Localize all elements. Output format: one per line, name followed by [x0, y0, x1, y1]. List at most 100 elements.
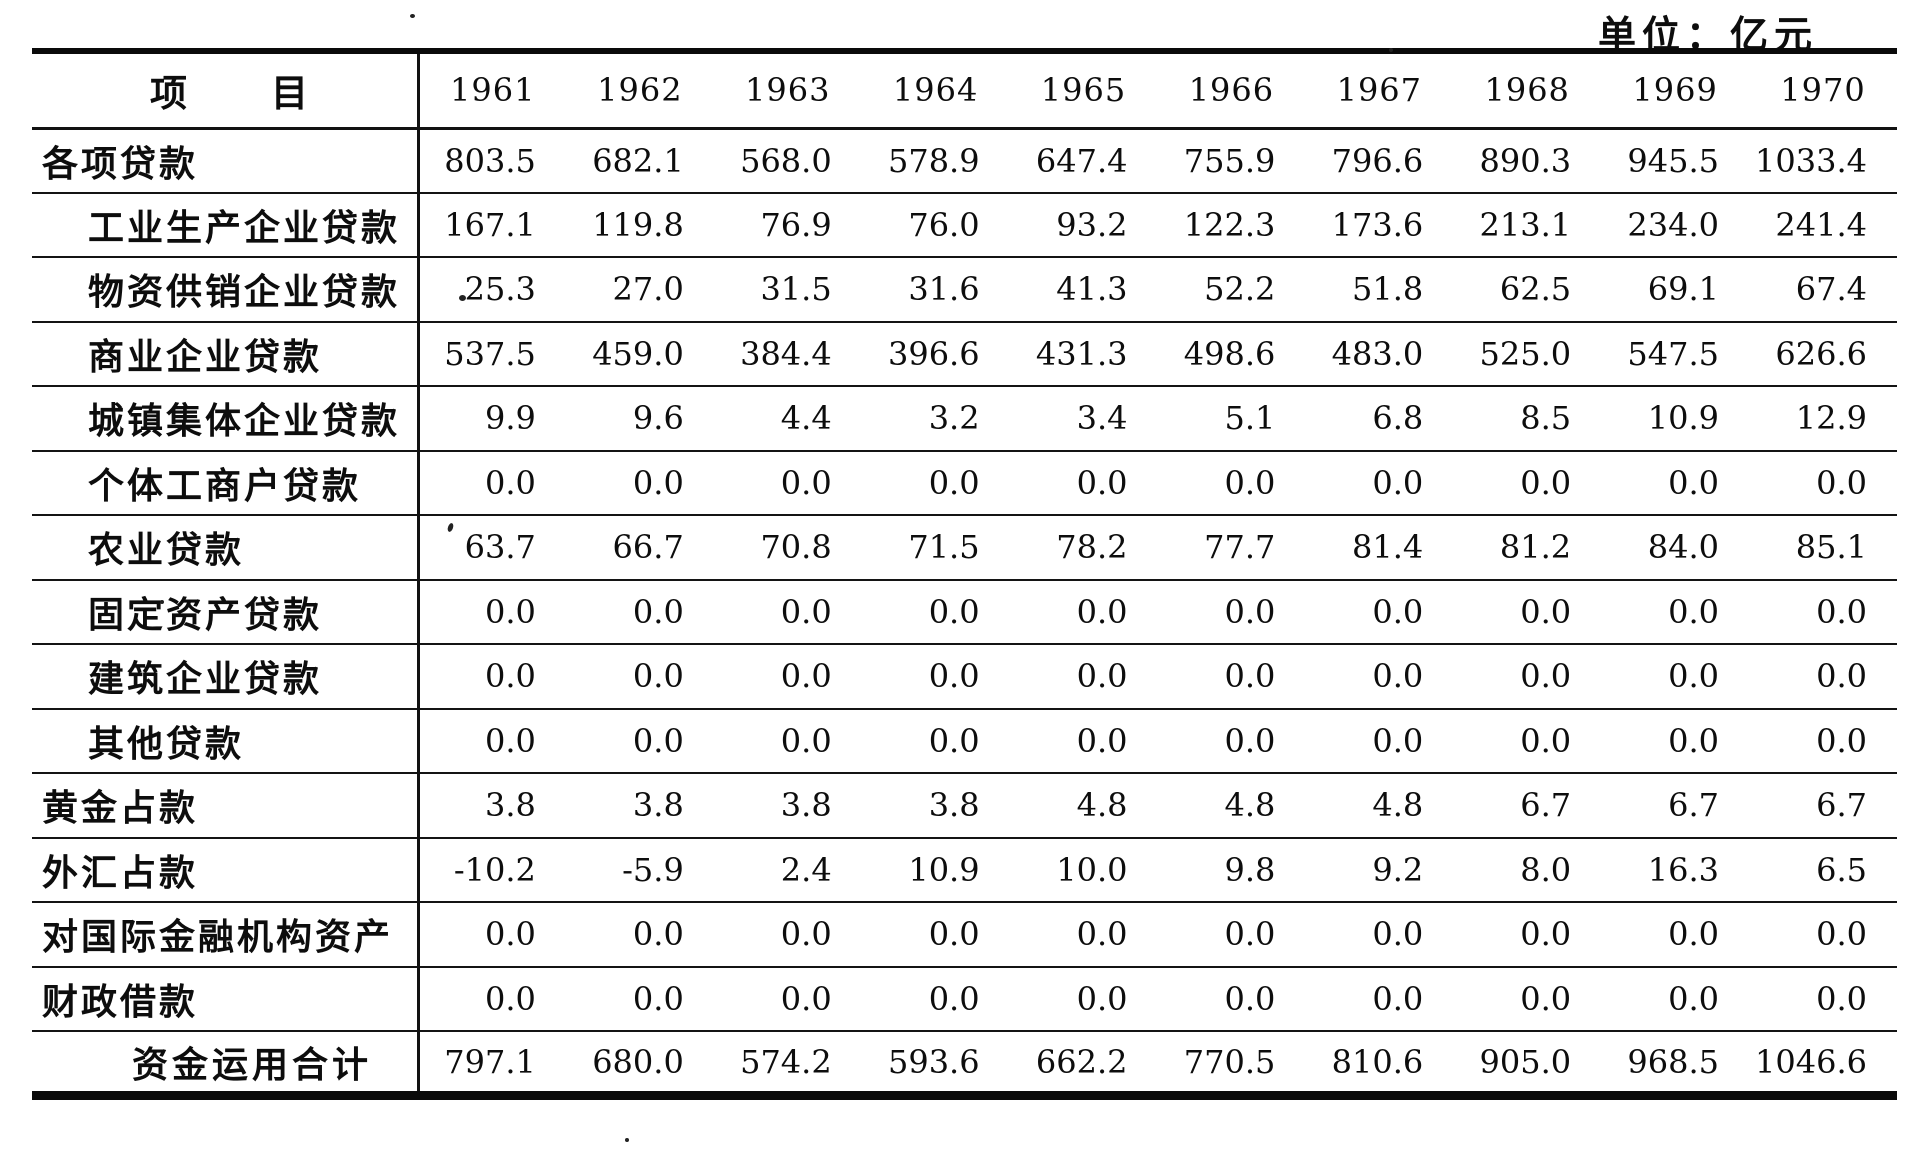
value-cell: 9.6 — [565, 386, 714, 452]
value-cell: 9.9 — [418, 386, 566, 452]
value-cell: 431.3 — [1009, 321, 1158, 387]
value-cell: 93.2 — [1009, 192, 1158, 258]
table-row: 固定资产贷款 0.0 0.0 0.0 0.0 0.0 0.0 0.0 0.0 0.0 0.0 — [32, 579, 1897, 645]
row-label: 商业企业贷款 — [32, 321, 420, 387]
table-row: 个体工商户贷款 0.0 0.0 0.0 0.0 0.0 0.0 0.0 0.0 0.0 0.0 — [32, 450, 1897, 516]
value-cell: 682.1 — [565, 128, 714, 194]
table-row: 农业贷款 63.7 66.7 70.8 71.5 78.2 77.7 81.4 81.2 84.… — [32, 515, 1897, 581]
value-cell: 70.8 — [713, 515, 862, 581]
table-row: 城镇集体企业贷款 9.9 9.6 4.4 3.2 3.4 5.1 6.8 8.5 10.9 12.… — [32, 386, 1897, 452]
value-cell: 498.6 — [1157, 321, 1306, 387]
value-cell: 78.2 — [1009, 515, 1158, 581]
row-label: 个体工商户贷款 — [32, 450, 420, 516]
row-label: 资金运用合计 — [32, 1031, 420, 1097]
value-cell: 1046.6 — [1749, 1031, 1897, 1097]
value-cell: 81.4 — [1305, 515, 1454, 581]
scan-speck — [160, 600, 164, 604]
value-cell: 0.0 — [1305, 579, 1454, 645]
value-cell: 234.0 — [1601, 192, 1750, 258]
value-cell: 0.0 — [1749, 450, 1897, 516]
value-cell: 0.0 — [1749, 708, 1897, 774]
value-cell: 4.4 — [713, 386, 862, 452]
value-cell: 0.0 — [861, 644, 1010, 710]
value-cell: 12.9 — [1749, 386, 1897, 452]
value-cell: 0.0 — [1157, 644, 1306, 710]
value-cell: 0.0 — [418, 579, 566, 645]
value-cell: 0.0 — [861, 579, 1010, 645]
value-cell: 10.0 — [1009, 837, 1158, 903]
table-row: 商业企业贷款 537.5 459.0 384.4 396.6 431.3 498.6 483… — [32, 321, 1897, 387]
value-cell: 31.6 — [861, 257, 1010, 323]
value-cell: 62.5 — [1453, 257, 1602, 323]
value-cell: 483.0 — [1305, 321, 1454, 387]
value-cell: 51.8 — [1305, 257, 1454, 323]
scan-speck — [459, 295, 466, 301]
value-cell: 81.2 — [1453, 515, 1602, 581]
value-cell: 0.0 — [1453, 644, 1602, 710]
value-cell: 4.8 — [1157, 773, 1306, 839]
value-cell: 0.0 — [418, 966, 566, 1032]
value-cell: 0.0 — [1453, 902, 1602, 968]
value-cell: 122.3 — [1157, 192, 1306, 258]
value-cell: 905.0 — [1453, 1031, 1602, 1097]
row-label: 农业贷款 — [32, 515, 420, 581]
row-label: 建筑企业贷款 — [32, 644, 420, 710]
value-cell: 0.0 — [1157, 450, 1306, 516]
value-cell: 6.7 — [1749, 773, 1897, 839]
value-cell: 574.2 — [713, 1031, 862, 1097]
table-row: 各项贷款 803.5 682.1 568.0 578.9 647.4 755.9 796.6… — [32, 128, 1897, 194]
value-cell: 3.8 — [861, 773, 1010, 839]
value-cell: 578.9 — [861, 128, 1010, 194]
value-cell: 890.3 — [1453, 128, 1602, 194]
value-cell: 459.0 — [565, 321, 714, 387]
year-header: 1966 — [1157, 51, 1306, 130]
value-cell: 4.8 — [1305, 773, 1454, 839]
value-cell: 0.0 — [713, 708, 862, 774]
value-cell: 0.0 — [1749, 902, 1897, 968]
value-cell: 6.8 — [1305, 386, 1454, 452]
value-cell: 8.5 — [1453, 386, 1602, 452]
table-row: 建筑企业贷款 0.0 0.0 0.0 0.0 0.0 0.0 0.0 0.0 0.0 0.0 — [32, 644, 1897, 710]
year-header: 1961 — [418, 51, 566, 130]
value-cell: 3.8 — [565, 773, 714, 839]
value-cell: 213.1 — [1453, 192, 1602, 258]
value-cell: 0.0 — [1157, 708, 1306, 774]
row-label: 城镇集体企业贷款 — [32, 386, 420, 452]
value-cell: 0.0 — [418, 902, 566, 968]
value-cell: 10.9 — [861, 837, 1010, 903]
value-cell: 41.3 — [1009, 257, 1158, 323]
value-cell: 0.0 — [1009, 579, 1158, 645]
row-label: 外汇占款 — [32, 837, 420, 903]
value-cell: 6.5 — [1749, 837, 1897, 903]
value-cell: 0.0 — [1305, 450, 1454, 516]
value-cell: 0.0 — [418, 708, 566, 774]
year-header: 1962 — [565, 51, 714, 130]
value-cell: 0.0 — [418, 644, 566, 710]
value-cell: 680.0 — [565, 1031, 714, 1097]
value-cell: -5.9 — [565, 837, 714, 903]
value-cell: 0.0 — [1305, 644, 1454, 710]
value-cell: 384.4 — [713, 321, 862, 387]
value-cell: 10.9 — [1601, 386, 1750, 452]
value-cell: 85.1 — [1749, 515, 1897, 581]
value-cell: 76.9 — [713, 192, 862, 258]
value-cell: 593.6 — [861, 1031, 1010, 1097]
value-cell: 0.0 — [1009, 902, 1158, 968]
value-cell: 0.0 — [861, 902, 1010, 968]
value-cell: 755.9 — [1157, 128, 1306, 194]
year-header: 1964 — [861, 51, 1010, 130]
table-head: 项 目 1961 1962 1963 1964 1965 1966 1967 1968 1969… — [32, 51, 1897, 130]
row-label: 物资供销企业贷款 — [32, 257, 420, 323]
value-cell: 3.2 — [861, 386, 1010, 452]
value-cell: 241.4 — [1749, 192, 1897, 258]
value-cell: 0.0 — [861, 450, 1010, 516]
value-cell: 0.0 — [1305, 966, 1454, 1032]
row-label: 各项贷款 — [32, 128, 420, 194]
value-cell: 0.0 — [1305, 902, 1454, 968]
value-cell: 3.4 — [1009, 386, 1158, 452]
value-cell: 71.5 — [861, 515, 1010, 581]
item-column-header: 项 目 — [32, 51, 420, 130]
item-header-char-1: 项 — [150, 71, 187, 116]
year-header: 1967 — [1305, 51, 1454, 130]
value-cell: 0.0 — [1453, 450, 1602, 516]
